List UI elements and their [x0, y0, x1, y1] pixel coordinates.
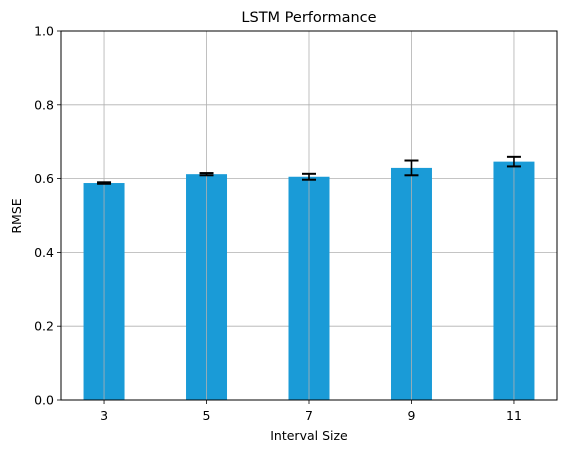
y-tick-label: 0.0 — [34, 393, 54, 408]
y-axis-label: RMSE — [9, 198, 24, 233]
y-tick-label: 0.2 — [34, 319, 54, 334]
error-bar — [506, 155, 521, 168]
y-axis-ticks: 0.0 0.2 0.4 0.6 0.8 1.0 — [34, 24, 61, 408]
bars — [83, 31, 535, 400]
x-axis-label: Interval Size — [270, 428, 348, 443]
x-tick-label: 7 — [305, 408, 313, 423]
y-tick-label: 0.8 — [34, 97, 54, 112]
y-tick-label: 0.4 — [34, 245, 54, 260]
error-bar — [404, 159, 419, 177]
error-bar — [302, 172, 316, 181]
x-tick-label: 3 — [100, 408, 108, 423]
x-tick-label: 5 — [203, 408, 211, 423]
y-tick-label: 0.6 — [34, 171, 54, 186]
chart-title: LSTM Performance — [241, 10, 376, 26]
error-bar — [97, 181, 112, 185]
error-bars — [97, 155, 521, 185]
x-tick-label: 11 — [506, 408, 522, 423]
x-axis-ticks: 3 5 7 9 11 — [100, 400, 522, 423]
error-bar — [199, 172, 214, 177]
y-tick-label: 1.0 — [34, 24, 54, 39]
x-tick-label: 9 — [408, 408, 416, 423]
